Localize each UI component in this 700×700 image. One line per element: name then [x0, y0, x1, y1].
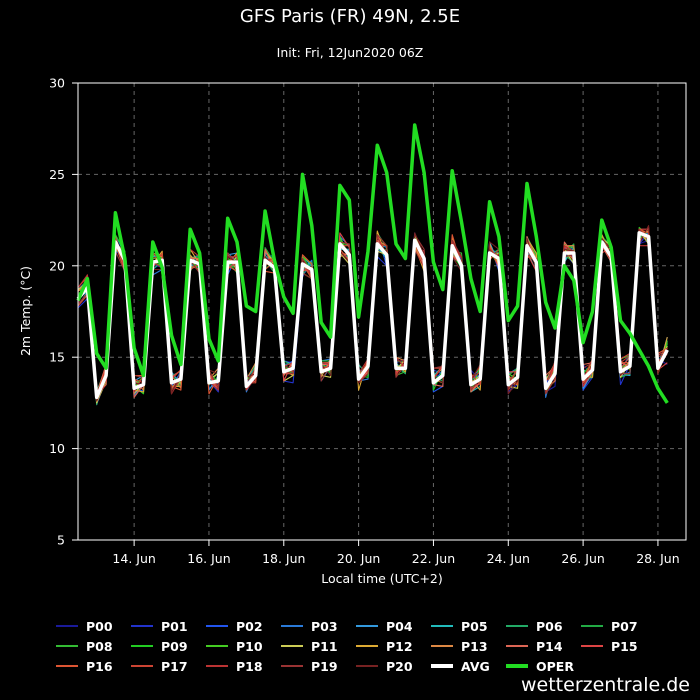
legend-row: P00 P01 P02 P03 P04 P05 P06 P07 — [56, 616, 696, 636]
legend-label: P08 — [86, 638, 113, 654]
legend-item: P19 — [281, 656, 356, 676]
legend-swatch — [581, 645, 603, 647]
axis-ticks: 5 10 15 20 25 30 14. Jun 16. Jun 18. Jun 20. Jun 2… — [49, 76, 680, 567]
legend-label: P00 — [86, 618, 113, 634]
legend-label: P20 — [386, 658, 413, 674]
legend-swatch — [506, 625, 528, 627]
y-tick-label: 15 — [49, 350, 65, 365]
legend-swatch — [131, 645, 153, 647]
legend-item: P20 — [356, 656, 431, 676]
temperature-chart: 5 10 15 20 25 30 14. Jun 16. Jun 18. Jun 20. Jun 2… — [18, 76, 687, 586]
legend-item: P01 — [131, 616, 206, 636]
legend-label: P11 — [311, 638, 338, 654]
x-axis-label: Local time (UTC+2) — [321, 571, 443, 586]
x-tick-label: 28. Jun — [636, 551, 679, 566]
legend-label: P01 — [161, 618, 188, 634]
chart-title: GFS Paris (FR) 49N, 2.5E — [239, 6, 461, 27]
legend-label: AVG — [461, 658, 490, 674]
legend-item: P04 — [356, 616, 431, 636]
legend-item: P12 — [356, 636, 431, 656]
legend-label: P07 — [611, 618, 638, 634]
grid-lines — [78, 83, 686, 540]
x-tick-label: 14. Jun — [112, 551, 155, 566]
y-tick-label: 25 — [49, 167, 65, 182]
legend-item: P16 — [56, 656, 131, 676]
legend-swatch — [131, 665, 153, 667]
legend-swatch — [281, 625, 303, 627]
legend-item: OPER — [506, 656, 581, 676]
legend-item: P02 — [206, 616, 281, 636]
legend-swatch — [56, 665, 78, 667]
legend-label: P12 — [386, 638, 413, 654]
legend-label: P13 — [461, 638, 488, 654]
legend-item: P18 — [206, 656, 281, 676]
legend-swatch — [56, 625, 78, 627]
legend-row: P16 P17 P18 P19 P20 AVG OPER — [56, 656, 696, 676]
legend-label: P02 — [236, 618, 263, 634]
y-tick-label: 5 — [57, 533, 65, 548]
watermark: wetterzentrale.de — [521, 674, 690, 696]
legend-swatch — [206, 665, 228, 667]
legend-label: P14 — [536, 638, 563, 654]
legend-label: P03 — [311, 618, 338, 634]
legend-label: P04 — [386, 618, 413, 634]
legend-swatch — [281, 645, 303, 647]
y-tick-label: 30 — [49, 76, 65, 91]
legend-swatch — [506, 645, 528, 647]
legend-swatch — [431, 625, 453, 627]
legend-swatch — [206, 625, 228, 627]
legend-item: P11 — [281, 636, 356, 656]
x-tick-label: 16. Jun — [187, 551, 230, 566]
legend-swatch — [131, 625, 153, 627]
legend-item: P09 — [131, 636, 206, 656]
series-line-avg — [76, 231, 669, 400]
series-line-oper — [76, 123, 669, 404]
legend-swatch — [356, 625, 378, 627]
x-tick-label: 20. Jun — [337, 551, 380, 566]
x-tick-label: 18. Jun — [262, 551, 305, 566]
legend: P00 P01 P02 P03 P04 P05 P06 P07 P08 P09 P10 P11 P12 P… — [56, 616, 696, 676]
legend-item: P10 — [206, 636, 281, 656]
legend-item: P05 — [431, 616, 506, 636]
legend-swatch — [431, 645, 453, 647]
x-tick-label: 24. Jun — [487, 551, 530, 566]
legend-item: P13 — [431, 636, 506, 656]
legend-label: OPER — [536, 658, 574, 674]
legend-item: AVG — [431, 656, 506, 676]
legend-label: P18 — [236, 658, 263, 674]
legend-label: P09 — [161, 638, 188, 654]
y-tick-label: 10 — [49, 441, 65, 456]
legend-swatch — [581, 625, 603, 627]
legend-item: P08 — [56, 636, 131, 656]
legend-swatch — [431, 664, 453, 668]
legend-item: P00 — [56, 616, 131, 636]
legend-item: P15 — [581, 636, 656, 656]
x-tick-label: 26. Jun — [561, 551, 604, 566]
legend-item: P06 — [506, 616, 581, 636]
y-axis-label: 2m Temp. (°C) — [18, 266, 33, 356]
legend-label: P16 — [86, 658, 113, 674]
legend-label: P19 — [311, 658, 338, 674]
legend-swatch — [356, 645, 378, 647]
legend-row: P08 P09 P10 P11 P12 P13 P14 P15 — [56, 636, 696, 656]
series-lines — [76, 123, 669, 406]
legend-swatch — [506, 664, 528, 668]
y-tick-label: 20 — [49, 258, 65, 273]
legend-swatch — [56, 645, 78, 647]
legend-swatch — [206, 645, 228, 647]
legend-label: P15 — [611, 638, 638, 654]
legend-label: P10 — [236, 638, 263, 654]
legend-label: P06 — [536, 618, 563, 634]
x-tick-label: 22. Jun — [412, 551, 455, 566]
legend-item: P03 — [281, 616, 356, 636]
legend-swatch — [281, 665, 303, 667]
legend-item: P14 — [506, 636, 581, 656]
legend-label: P17 — [161, 658, 188, 674]
plot-frame — [77, 82, 687, 541]
legend-item: P07 — [581, 616, 656, 636]
legend-swatch — [356, 665, 378, 667]
legend-item: P17 — [131, 656, 206, 676]
chart-subtitle: Init: Fri, 12Jun2020 06Z — [276, 45, 424, 60]
legend-label: P05 — [461, 618, 488, 634]
